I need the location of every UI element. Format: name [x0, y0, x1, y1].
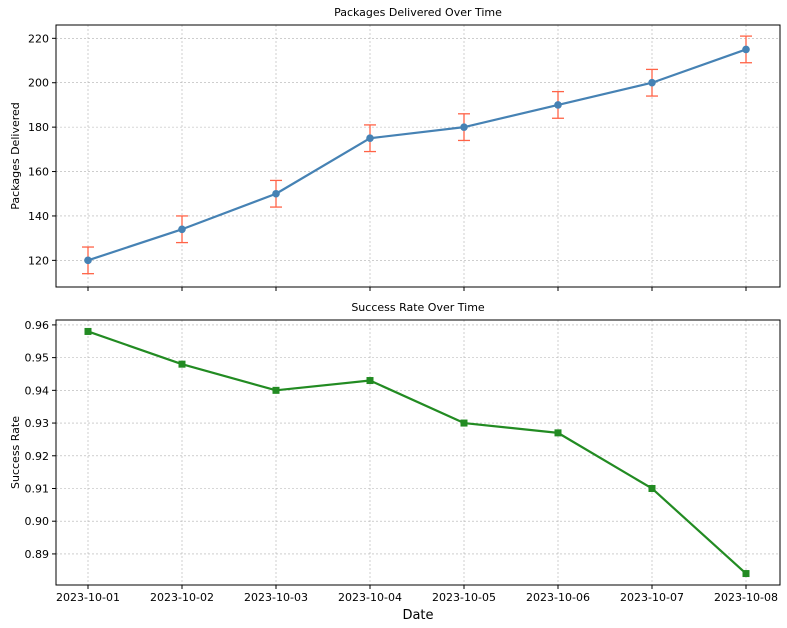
success-rate-chart: Success Rate Over Time Success Rate 0.89 0.…: [9, 301, 781, 623]
y-tick-label: 0.90: [25, 515, 50, 528]
y-tick-label: 0.94: [25, 384, 50, 397]
y-tick-label: 120: [28, 254, 49, 267]
series-line: [87, 48, 747, 262]
data-point: [84, 256, 92, 265]
x-tick-label: 2023-10-05: [432, 591, 496, 604]
data-point: [84, 327, 92, 335]
data-point: [554, 429, 562, 437]
y-tick-label: 0.91: [25, 482, 50, 495]
data-point: [460, 123, 468, 131]
x-tick-label: 2023-10-01: [56, 591, 120, 604]
data-point: [742, 45, 750, 54]
data-point: [272, 189, 280, 198]
data-point: [366, 134, 374, 143]
x-tick-label: 2023-10-03: [244, 591, 308, 604]
data-point: [272, 386, 280, 394]
y-tick-label: 0.89: [25, 548, 50, 561]
plot-frame: [55, 24, 781, 288]
data-point: [742, 570, 750, 578]
data-point: [366, 377, 374, 385]
y-tick-label: 180: [28, 121, 49, 134]
chart-title: Success Rate Over Time: [351, 301, 485, 314]
data-point: [460, 419, 468, 427]
y-tick-label: 200: [28, 77, 49, 90]
y-tick-label: 220: [28, 32, 49, 45]
data-point: [178, 360, 186, 368]
y-axis-label: Success Rate: [9, 416, 22, 489]
y-axis-label: Packages Delivered: [9, 102, 22, 209]
y-tick-label: 160: [28, 166, 49, 179]
y-tick-label: 140: [28, 210, 49, 223]
data-point: [554, 101, 562, 109]
y-tick-label: 0.93: [25, 417, 50, 430]
data-point: [648, 484, 656, 492]
x-tick-label: 2023-10-02: [150, 591, 214, 604]
x-tick-label: 2023-10-04: [338, 591, 402, 604]
data-point: [178, 225, 186, 234]
plot-frame: [55, 319, 781, 586]
y-tick-label: 0.96: [25, 319, 50, 332]
series-line: [87, 330, 747, 575]
y-tick-label: 0.95: [25, 352, 50, 365]
packages-delivered-chart: Packages Delivered Over Time Packages Del…: [9, 6, 781, 291]
x-tick-label: 2023-10-06: [526, 591, 590, 604]
x-axis-label: Date: [402, 608, 433, 623]
chart-title: Packages Delivered Over Time: [334, 6, 502, 19]
y-tick-label: 0.92: [25, 450, 50, 463]
x-tick-label: 2023-10-08: [714, 591, 778, 604]
x-tick-label: 2023-10-07: [620, 591, 684, 604]
data-point: [648, 78, 656, 87]
